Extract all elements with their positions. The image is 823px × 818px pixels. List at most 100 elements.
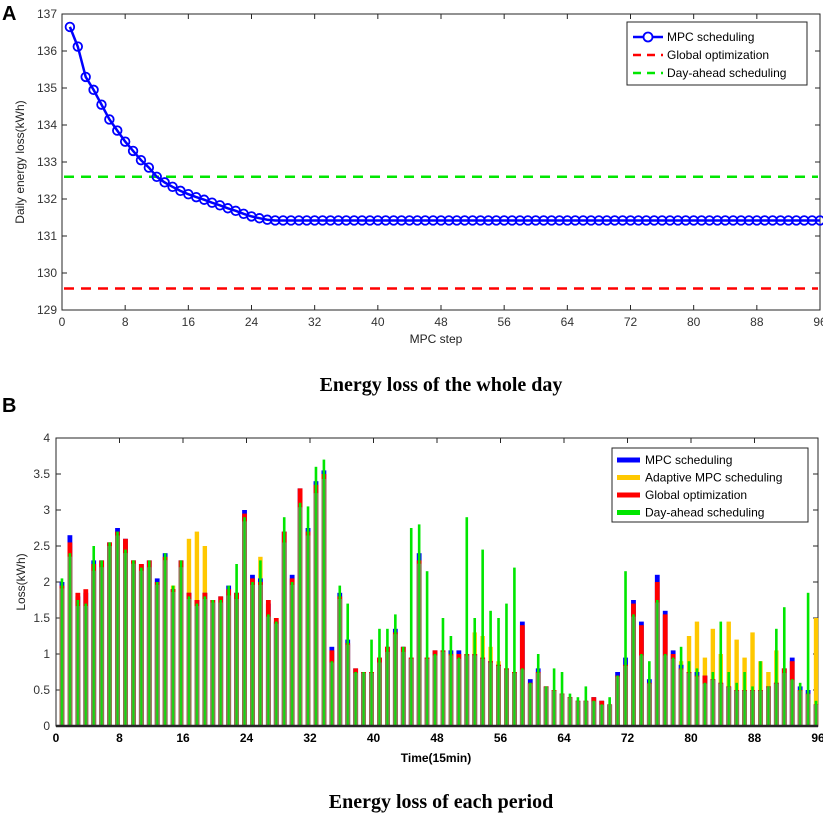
bar-day-ahead-core: [704, 683, 706, 726]
bar-group: [789, 657, 795, 726]
bar-group: [202, 546, 208, 726]
bar-day-ahead-core: [783, 673, 786, 726]
bar-group: [734, 639, 740, 726]
y-tick-label: 137: [37, 7, 57, 21]
bar-day-ahead-core: [727, 687, 730, 726]
mpc-point: [88, 84, 99, 96]
x-tick-label: 24: [245, 315, 259, 329]
x-tick-label: 16: [176, 731, 190, 745]
x-tick-label: 8: [116, 731, 123, 745]
x-tick-label: 48: [430, 731, 444, 745]
mpc-point: [96, 99, 107, 110]
bar-day-ahead-core: [291, 584, 294, 726]
mpc-point: [127, 145, 139, 157]
mpc-point: [151, 171, 162, 183]
bar-group: [472, 618, 478, 726]
bar-day-ahead-core: [616, 676, 619, 726]
bar-day-ahead-core: [537, 673, 540, 726]
bar-group: [766, 672, 771, 726]
bar-day-ahead-core: [442, 651, 444, 726]
chart-a-legend-box: [626, 21, 808, 86]
bar-day-ahead-core: [719, 683, 722, 726]
bar-group: [432, 650, 438, 726]
bar-day-ahead: [806, 592, 810, 726]
bar-day-ahead-core: [92, 570, 95, 726]
bar-group: [742, 657, 747, 726]
chart-b-y-label: Loss(kWh): [14, 553, 28, 610]
bar-day-ahead-core: [648, 683, 651, 726]
bar-day-ahead-core: [203, 598, 206, 726]
y-tick-label: 4: [43, 431, 50, 445]
bar-day-ahead-core: [545, 687, 548, 726]
bar-day-ahead-core: [402, 651, 405, 726]
bar-day-ahead: [624, 571, 627, 726]
bar-day-ahead-core: [180, 567, 182, 726]
bar-group: [408, 528, 414, 726]
bar-day-ahead-core: [735, 690, 738, 726]
chart-b-legend-box: [611, 447, 809, 523]
bar-day-ahead-core: [362, 673, 365, 726]
chart-a: 129 130 131 132 133 134 135 136 137 0 8 16 24 32 40 48…: [13, 7, 823, 346]
y-tick-label: 130: [37, 266, 57, 280]
bar-group: [123, 538, 128, 726]
bar-day-ahead-core: [505, 669, 508, 726]
bar-day-ahead-core: [656, 602, 659, 726]
bar-group: [504, 603, 509, 726]
bar-day-ahead-core: [426, 658, 428, 726]
bar-day-ahead-core: [299, 507, 301, 726]
x-tick-label: 0: [53, 731, 60, 745]
bar-group: [448, 636, 454, 726]
bar-day-ahead-core: [124, 553, 127, 726]
panel-a-letter: A: [2, 3, 16, 25]
bar-day-ahead: [775, 628, 778, 726]
bar-day-ahead-core: [664, 655, 667, 726]
bar-day-ahead: [409, 528, 413, 726]
bar-day-ahead-core: [156, 584, 159, 726]
bar-day-ahead-core: [640, 655, 643, 726]
bar-group: [99, 560, 105, 726]
bar-group: [646, 661, 652, 726]
bar-group: [400, 646, 406, 726]
y-tick-label: 131: [37, 229, 57, 243]
bar-group: [305, 506, 311, 726]
bar-group: [210, 600, 216, 726]
bar-group: [321, 459, 327, 726]
bar-group: [83, 589, 89, 726]
bar-day-ahead-core: [465, 655, 468, 726]
bar-group: [631, 600, 636, 726]
bar-group: [377, 628, 382, 726]
legend-label: MPC scheduling: [645, 453, 732, 467]
bar-day-ahead-core: [450, 655, 452, 726]
bar-group: [750, 632, 755, 726]
bar-day-ahead-core: [346, 644, 349, 726]
bar-day-ahead-core: [481, 658, 484, 726]
bar-day-ahead-core: [243, 521, 246, 726]
bar-group: [781, 607, 787, 726]
x-tick-label: 80: [684, 731, 698, 745]
bar-group: [678, 646, 684, 726]
bar-day-ahead-core: [457, 658, 460, 726]
bar-day-ahead: [465, 517, 469, 726]
bar-day-ahead: [782, 607, 786, 726]
bar-day-ahead-core: [410, 658, 413, 726]
bar-group: [345, 603, 351, 726]
panel-b-letter: B: [2, 395, 16, 417]
bar-day-ahead-core: [76, 606, 79, 726]
chart-b-bars: [59, 459, 819, 726]
bar-group: [639, 621, 644, 726]
bar-group: [710, 628, 716, 726]
bar-day-ahead-core: [561, 694, 563, 726]
bar-group: [424, 571, 430, 726]
bar-group: [273, 618, 279, 726]
bar-day-ahead-core: [577, 701, 579, 726]
bar-group: [726, 621, 732, 726]
bar-group: [805, 592, 811, 726]
chart-a-legend: MPC scheduling Global optimization Day-ahe…: [626, 21, 808, 86]
bar-day-ahead-core: [696, 676, 698, 726]
legend-marker: [642, 31, 654, 43]
bar-group: [488, 610, 493, 726]
bar-group: [527, 679, 533, 726]
bar-day-ahead-core: [61, 588, 63, 726]
bar-day-ahead-core: [235, 598, 238, 726]
